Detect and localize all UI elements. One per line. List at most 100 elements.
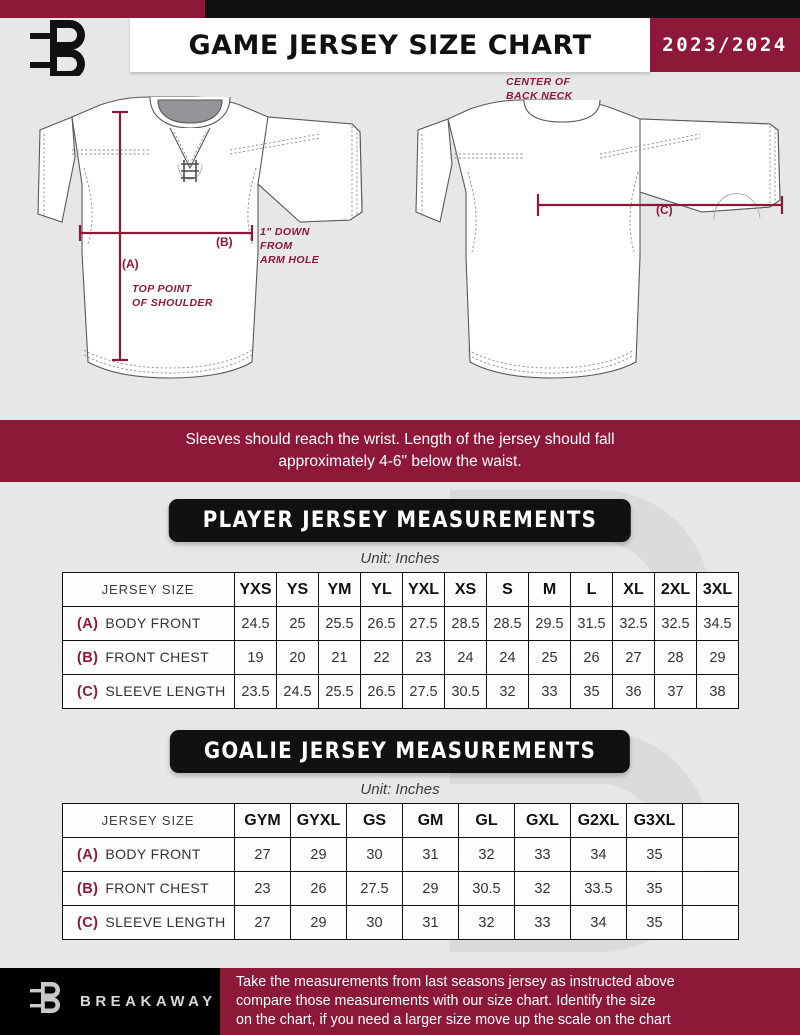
measurement-value: 27.5	[346, 871, 403, 906]
back-caption-c-line2: BACK NECK	[506, 90, 574, 102]
measurement-value: 30.5	[444, 674, 487, 709]
goalie-measurements-table-wrap: JERSEY SIZE GYM GYXL GS GM GL GXL G2XL G3XL (A) BO…	[62, 803, 739, 940]
measurement-label: (A) BODY FRONT	[62, 837, 235, 872]
back-jersey-illustration: (C) CENTER OF BACK NECK	[415, 76, 784, 379]
size-header-YM: YM	[318, 572, 361, 607]
measurement-value: 25.5	[318, 606, 361, 641]
size-header-YS: YS	[276, 572, 319, 607]
measurement-value: 29	[402, 871, 459, 906]
measurement-name: FRONT CHEST	[105, 649, 210, 665]
measurement-value: 32	[514, 871, 571, 906]
table-row: (C) SLEEVE LENGTH 27 29 30 31 32 33 34 35	[62, 905, 739, 940]
header-title-box: GAME JERSEY SIZE CHART	[130, 18, 650, 72]
measurement-name: SLEEVE LENGTH	[105, 914, 226, 930]
measurement-value: 24	[486, 640, 529, 675]
player-section-pill: PLAYER JERSEY MEASUREMENTS	[168, 499, 632, 542]
size-header-3XL: 3XL	[696, 572, 739, 607]
season-year-label: 2023/2024	[662, 34, 788, 56]
measurement-value: 24	[444, 640, 487, 675]
top-strip-black	[205, 0, 800, 18]
measurement-name: SLEEVE LENGTH	[105, 683, 226, 699]
measurement-value: 32	[486, 674, 529, 709]
jersey-diagram: .jl { fill:#ffffff; stroke:#58595b; stro…	[0, 72, 800, 417]
measurement-value: 36	[612, 674, 655, 709]
measurement-value: 35	[570, 674, 613, 709]
note-line-1: Sleeves should reach the wrist. Length o…	[185, 430, 615, 448]
table-row: (B) FRONT CHEST 19 20 21 22 23 24 24 25 26 27 28 29	[62, 640, 739, 675]
measurement-value: 27	[612, 640, 655, 675]
measurement-value: 20	[276, 640, 319, 675]
measurement-value: 26.5	[360, 674, 403, 709]
measurement-value: 29	[290, 905, 347, 940]
player-section-title: PLAYER JERSEY MEASUREMENTS	[202, 508, 598, 533]
goalie-section-title: GOALIE JERSEY MEASUREMENTS	[203, 739, 597, 764]
measurement-value: 19	[234, 640, 277, 675]
size-header-XS: XS	[444, 572, 487, 607]
measurement-value: 25.5	[318, 674, 361, 709]
measurement-value: 23	[402, 640, 445, 675]
measurement-value: 31.5	[570, 606, 613, 641]
measurement-value: 33	[528, 674, 571, 709]
measurement-value	[682, 905, 739, 940]
measurement-value: 33.5	[570, 871, 627, 906]
measurement-value: 38	[696, 674, 739, 709]
measurement-label: (C) SLEEVE LENGTH	[62, 674, 235, 709]
measurement-value: 29	[290, 837, 347, 872]
goalie-section-pill: GOALIE JERSEY MEASUREMENTS	[169, 730, 631, 773]
footer-brand-block: BREAKAWAY	[0, 968, 220, 1035]
measurement-value: 30.5	[458, 871, 515, 906]
measurement-value: 35	[626, 905, 683, 940]
front-caption-b-line3: ARM HOLE	[259, 254, 320, 266]
measurement-value: 32	[458, 837, 515, 872]
footer-instructions: Take the measurements from last seasons …	[220, 968, 800, 1035]
table-row: (A) BODY FRONT 27 29 30 31 32 33 34 35	[62, 837, 739, 872]
measurement-name: FRONT CHEST	[105, 880, 210, 896]
player-unit-label: Unit: Inches	[360, 550, 440, 567]
measurement-value: 32.5	[654, 606, 697, 641]
measurement-value: 25	[276, 606, 319, 641]
measurement-value: 28	[654, 640, 697, 675]
breakaway-b-logo-icon	[22, 18, 102, 79]
measurement-value: 27.5	[402, 674, 445, 709]
measurement-value: 28.5	[444, 606, 487, 641]
front-caption-a-line2: OF SHOULDER	[132, 297, 213, 309]
table-row: (C) SLEEVE LENGTH 23.5 24.5 25.5 26.5 27.5 30.5…	[62, 674, 739, 709]
size-header-M: M	[528, 572, 571, 607]
measurement-marker: (C)	[77, 684, 99, 700]
player-table-body: JERSEY SIZE YXS YS YM YL YXL XS S M L XL 2XL 3XL (A) B…	[62, 572, 739, 709]
goalie-unit-label: Unit: Inches	[360, 781, 440, 798]
measurement-marker: (C)	[77, 915, 99, 931]
size-header-GS: GS	[346, 803, 403, 838]
measurement-label: (B) FRONT CHEST	[62, 640, 235, 675]
goalie-table-body: JERSEY SIZE GYM GYXL GS GM GL GXL G2XL G3XL (A) BO…	[62, 803, 739, 940]
measurement-value: 26	[570, 640, 613, 675]
measurement-value: 21	[318, 640, 361, 675]
measurement-value: 24.5	[234, 606, 277, 641]
measurement-value: 28.5	[486, 606, 529, 641]
measurement-value: 24.5	[276, 674, 319, 709]
measurement-value: 37	[654, 674, 697, 709]
page-footer: BREAKAWAY Take the measurements from las…	[0, 968, 800, 1035]
note-line-2: approximately 4-6" below the waist.	[278, 453, 522, 470]
measurement-value	[682, 837, 739, 872]
row-header-label: JERSEY SIZE	[62, 803, 235, 838]
measurement-value: 33	[514, 905, 571, 940]
size-header-XL: XL	[612, 572, 655, 607]
table-row: (B) FRONT CHEST 23 26 27.5 29 30.5 32 33.5 35	[62, 871, 739, 906]
front-jersey-illustration: (A) TOP POINT OF SHOULDER (B) 1" DOWN FR…	[37, 96, 363, 379]
measurement-value: 34.5	[696, 606, 739, 641]
size-header-G2XL: G2XL	[570, 803, 627, 838]
goalie-measurements-table: JERSEY SIZE GYM GYXL GS GM GL GXL G2XL G3XL (A) BO…	[62, 803, 739, 940]
measurement-value: 35	[626, 871, 683, 906]
size-header-GYXL: GYXL	[290, 803, 347, 838]
measurement-value: 32	[458, 905, 515, 940]
measurement-marker: (B)	[77, 650, 99, 666]
footer-note-line-3: on the chart, if you need a larger size …	[236, 1012, 671, 1028]
measurement-marker: (A)	[77, 847, 99, 863]
measurement-name: BODY FRONT	[105, 846, 201, 862]
top-strip-maroon	[0, 0, 205, 18]
player-measurements-table-wrap: JERSEY SIZE YXS YS YM YL YXL XS S M L XL 2XL 3XL (A) B…	[62, 572, 739, 709]
measurement-value: 25	[528, 640, 571, 675]
size-header-YXS: YXS	[234, 572, 277, 607]
back-marker-c: (C)	[656, 203, 673, 217]
